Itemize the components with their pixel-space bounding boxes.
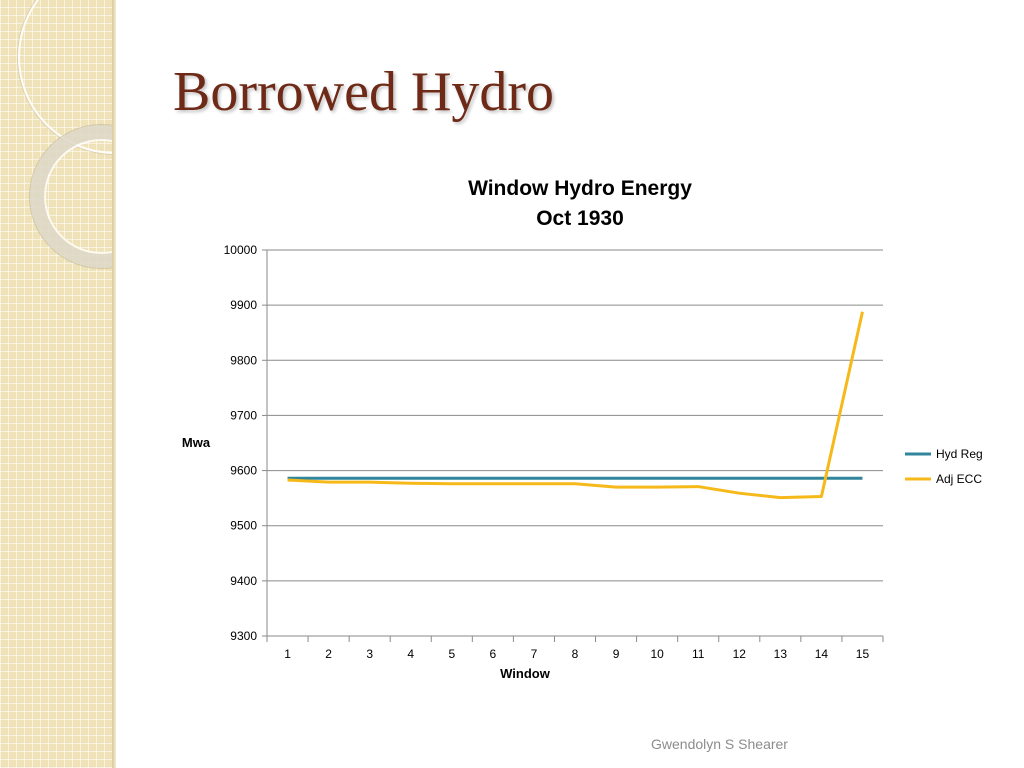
x-tick-label: 9 [613,647,620,661]
y-tick-label: 9500 [230,519,257,533]
x-tick-label: 3 [366,647,373,661]
x-axis-label: Window [500,666,551,681]
y-axis-label: Mwa [182,435,211,450]
x-tick-label: 10 [650,647,664,661]
y-tick-label: 9900 [230,298,257,312]
x-tick-label: 12 [733,647,747,661]
x-tick-label: 14 [815,647,829,661]
x-tick-label: 5 [448,647,455,661]
x-tick-label: 13 [774,647,788,661]
x-tick-label: 11 [692,647,705,661]
y-tick-label: 9600 [230,464,257,478]
x-tick-label: 4 [407,647,414,661]
x-tick-label: 1 [284,647,291,661]
x-tick-label: 15 [856,647,870,661]
y-tick-label: 9800 [230,353,257,367]
slide-footer: Gwendolyn S Shearer [651,736,788,752]
x-tick-label: 2 [325,647,332,661]
chart-title: Window Hydro Energy [468,177,692,200]
decorative-sidebar [0,0,112,768]
y-tick-label: 10000 [224,243,258,257]
y-tick-label: 9300 [230,629,257,643]
legend-label: Adj ECC [936,472,982,486]
y-tick-label: 9400 [230,574,257,588]
x-tick-label: 6 [490,647,497,661]
legend-label: Hyd Reg [936,447,983,461]
slide-title: Borrowed Hydro [173,61,555,123]
chart-title-block: Window Hydro Energy Oct 1930 [380,174,780,234]
y-tick-label: 9700 [230,408,257,422]
x-tick-label: 7 [531,647,538,661]
chart-subtitle: Oct 1930 [536,207,624,230]
x-tick-label: 8 [572,647,579,661]
sidebar-edge [112,0,116,768]
series-line-2 [287,311,864,500]
